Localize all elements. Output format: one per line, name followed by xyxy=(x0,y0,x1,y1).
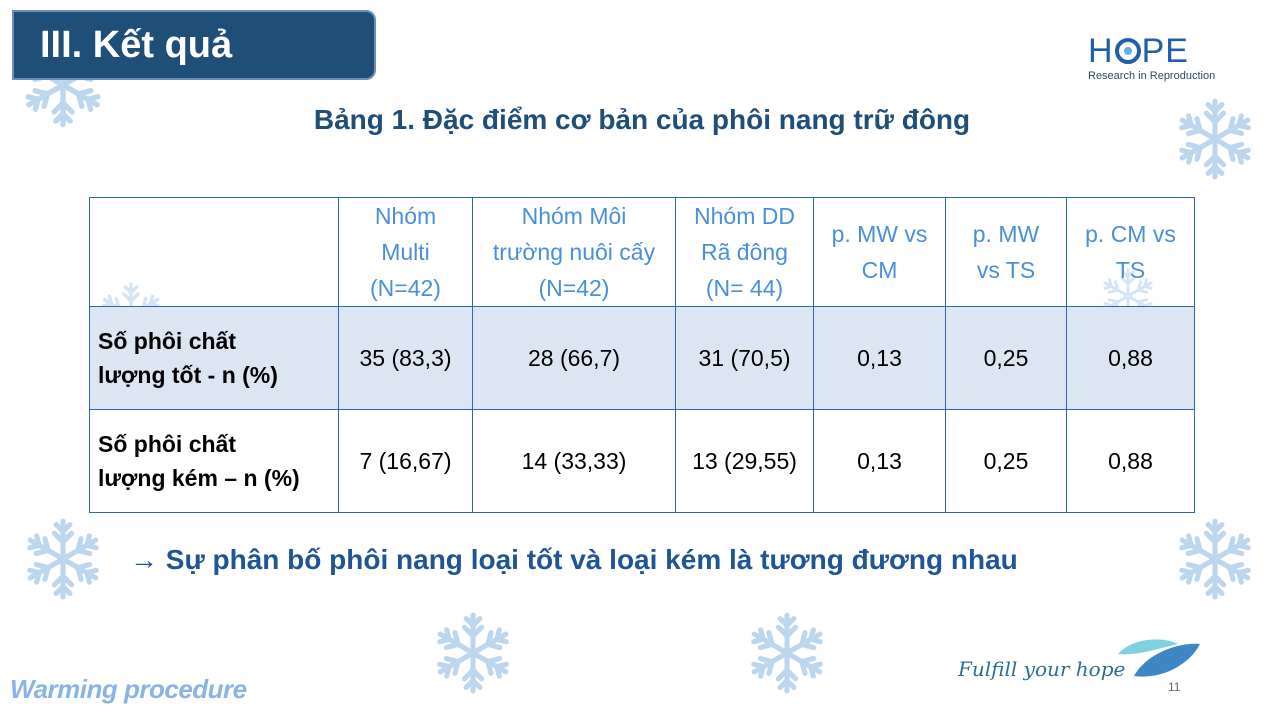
conclusion-sentence: Sự phân bố phôi nang loại tốt và loại ké… xyxy=(165,544,1018,575)
footer-label: Warming procedure xyxy=(10,674,247,704)
table-caption: Bảng 1. Đặc điểm cơ bản của phôi nang tr… xyxy=(313,104,971,135)
table-cell: 0,88 xyxy=(1066,306,1195,410)
conclusion-text: → Sự phân bố phôi nang loại tốt và loại … xyxy=(130,544,1018,576)
header-cell-p-mw-ts: p. MW vs TS xyxy=(945,197,1067,307)
snowflake-icon xyxy=(1172,516,1258,602)
table-cell: 31 (70,5) xyxy=(675,306,814,410)
table-cell: 14 (33,33) xyxy=(472,409,676,513)
results-table: Nhóm Multi (N=42) Nhóm Môi trường nuôi c… xyxy=(89,197,1195,513)
page-number: 11 xyxy=(1168,680,1181,694)
table-cell: 28 (66,7) xyxy=(472,306,676,410)
table-cell: 0,25 xyxy=(945,306,1067,410)
logo-eye-icon xyxy=(1114,38,1141,64)
arrow-right-icon: → xyxy=(130,544,158,575)
logo-wordmark: H PE xyxy=(1088,34,1208,68)
header-cell-multi: Nhóm Multi (N=42) xyxy=(338,197,473,307)
table-row-good-quality: Số phôi chất lượng tốt - n (%) 35 (83,3)… xyxy=(89,306,1195,410)
snowflake-icon xyxy=(1172,96,1258,182)
snowflake-icon xyxy=(430,610,516,696)
leaf-logo-icon xyxy=(1112,634,1202,687)
header-cell-p-cm-ts: p. CM vs TS xyxy=(1066,197,1195,307)
snowflake-icon xyxy=(18,40,108,130)
table-cell: 0,25 xyxy=(945,409,1067,513)
snowflake-icon xyxy=(20,516,106,602)
header-cell-p-mw-cm: p. MW vs CM xyxy=(813,197,946,307)
table-cell: 0,13 xyxy=(813,409,946,513)
snowflake-icon xyxy=(744,610,830,696)
table-cell: 13 (29,55) xyxy=(675,409,814,513)
logo-letters-end: PE xyxy=(1141,32,1189,70)
tagline: Fulfill your hope xyxy=(958,657,1126,681)
table-cell: 7 (16,67) xyxy=(338,409,473,513)
row-label: Số phôi chất lượng tốt - n (%) xyxy=(89,306,339,410)
row-label: Số phôi chất lượng kém – n (%) xyxy=(89,409,339,513)
table-header-row: Nhóm Multi (N=42) Nhóm Môi trường nuôi c… xyxy=(89,197,1195,307)
table-cell: 35 (83,3) xyxy=(338,306,473,410)
table-cell: 0,13 xyxy=(813,306,946,410)
logo-subtitle: Research in Reproduction xyxy=(1088,70,1216,82)
hope-logo: H PE Research in Reproduction xyxy=(1088,34,1216,84)
table-row-poor-quality: Số phôi chất lượng kém – n (%) 7 (16,67)… xyxy=(89,409,1195,513)
header-cell-empty xyxy=(89,197,339,307)
header-cell-culture-medium: Nhóm Môi trường nuôi cấy (N=42) xyxy=(472,197,676,307)
header-cell-thawing-solution: Nhóm DD Rã đông (N= 44) xyxy=(675,197,814,307)
table-cell: 0,88 xyxy=(1066,409,1195,513)
section-title: III. Kết quả xyxy=(12,10,376,80)
logo-letters-start: H xyxy=(1088,32,1114,70)
